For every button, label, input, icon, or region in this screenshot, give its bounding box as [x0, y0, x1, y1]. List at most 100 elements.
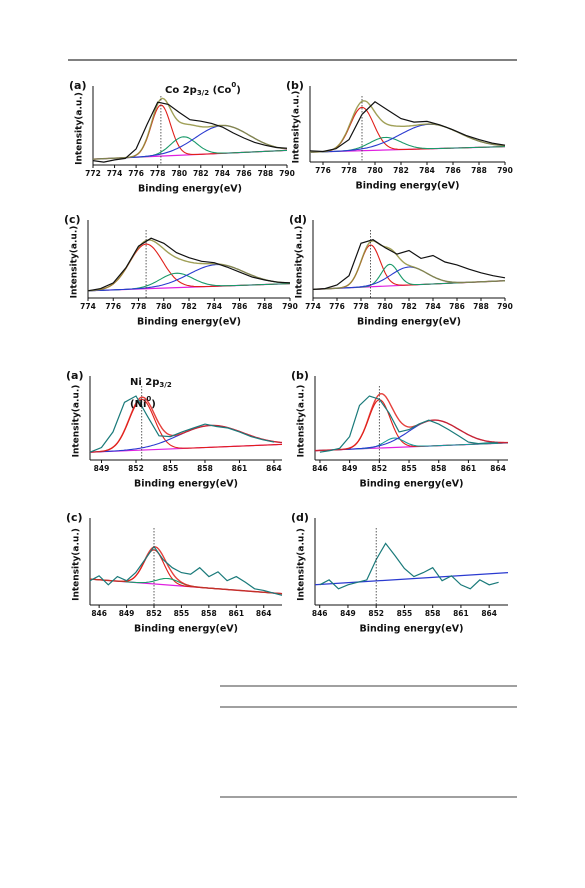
- x-tick-label: 778: [341, 166, 357, 175]
- annotation-part: ): [151, 399, 156, 410]
- annotation-part: Ni 2p: [130, 377, 159, 388]
- x-axis-label: Binding energy(eV): [134, 479, 238, 490]
- x-axis-label: Binding energy(eV): [356, 181, 460, 192]
- x-tick-label: 784: [425, 302, 441, 311]
- x-tick-label: 780: [156, 302, 172, 311]
- x-tick-label: 780: [367, 166, 383, 175]
- spectrum-line: [309, 101, 506, 153]
- x-tick-label: 861: [453, 609, 469, 618]
- x-tick-label: 776: [329, 302, 345, 311]
- x-tick-label: 861: [461, 464, 477, 473]
- x-tick-label: 790: [497, 166, 513, 175]
- x-tick-label: 788: [471, 166, 487, 175]
- x-tick-label: 786: [232, 302, 248, 311]
- panel-label: (d): [289, 213, 307, 226]
- x-tick-label: 858: [431, 464, 447, 473]
- x-axis-label: Binding energy(eV): [357, 317, 461, 328]
- x-tick-label: 788: [258, 169, 274, 178]
- annotation-part: 3/2: [159, 381, 171, 389]
- annotation-part: (Co: [209, 85, 231, 96]
- x-tick-label: 855: [163, 464, 179, 473]
- spectrum-line: [319, 395, 499, 453]
- x-tick-label: 782: [393, 166, 409, 175]
- x-tick-label: 786: [236, 169, 252, 178]
- panel-label: (a): [69, 79, 86, 92]
- spectrum-line: [92, 101, 288, 163]
- y-axis-label: Intensity(a.u.): [292, 91, 302, 164]
- annotation-part: (Ni: [130, 399, 146, 410]
- y-axis-label: Intensity(a.u.): [75, 92, 85, 165]
- x-tick-label: 782: [193, 169, 209, 178]
- x-tick-label: 774: [107, 169, 123, 178]
- fit-envelope: [312, 240, 506, 291]
- x-tick-label: 782: [401, 302, 417, 311]
- x-tick-label: 778: [131, 302, 147, 311]
- x-tick-label: 774: [80, 302, 96, 311]
- x-tick-label: 790: [497, 302, 513, 311]
- x-tick-label: 849: [119, 609, 135, 618]
- x-axis-label: Binding energy(eV): [134, 624, 238, 635]
- spectrum-line: [89, 545, 283, 596]
- annotation: Ni 2p3/2: [130, 377, 172, 389]
- x-tick-label: 786: [445, 166, 461, 175]
- annotation-part: ): [236, 85, 241, 96]
- y-axis-label: Intensity(a.u.): [295, 226, 305, 299]
- spectrum-line: [319, 542, 499, 590]
- fit-envelope: [87, 239, 290, 292]
- panel-label: (c): [64, 213, 81, 226]
- spectrum-line: [87, 237, 291, 292]
- fit-envelope: [89, 546, 283, 595]
- x-tick-label: 849: [94, 464, 110, 473]
- x-tick-label: 780: [171, 169, 187, 178]
- x-axis-label: Binding energy(eV): [138, 184, 242, 195]
- x-tick-label: 846: [91, 609, 107, 618]
- panel-label: (c): [66, 511, 83, 524]
- x-tick-label: 790: [282, 302, 298, 311]
- x-tick-label: 858: [425, 609, 441, 618]
- x-tick-label: 852: [372, 464, 388, 473]
- x-tick-label: 774: [305, 302, 321, 311]
- x-axis-label: Binding energy(eV): [360, 624, 464, 635]
- panel-label: (b): [286, 79, 304, 92]
- x-tick-label: 782: [181, 302, 197, 311]
- y-axis-label: Intensity(a.u.): [297, 385, 307, 458]
- x-tick-label: 778: [150, 169, 166, 178]
- x-tick-label: 784: [206, 302, 222, 311]
- x-tick-label: 855: [401, 464, 417, 473]
- x-tick-label: 858: [201, 609, 217, 618]
- x-tick-label: 864: [490, 464, 506, 473]
- x-axis-label: Binding energy(eV): [137, 317, 241, 328]
- x-tick-label: 776: [105, 302, 121, 311]
- x-tick-label: 855: [397, 609, 413, 618]
- spectrum-line: [312, 239, 506, 290]
- annotation-part: 0: [231, 81, 236, 89]
- annotation: Co 2p3/2 (Co0): [165, 81, 241, 97]
- x-tick-label: 852: [128, 464, 144, 473]
- fit-envelope: [89, 396, 283, 453]
- annotation: (Ni0): [130, 395, 156, 410]
- annotation-part: 0: [146, 395, 151, 403]
- panel-label: (b): [291, 369, 309, 382]
- y-axis-label: Intensity(a.u.): [70, 226, 80, 299]
- x-tick-label: 849: [340, 609, 356, 618]
- panel-label: (d): [291, 511, 309, 524]
- x-tick-label: 858: [197, 464, 213, 473]
- x-tick-label: 784: [419, 166, 435, 175]
- fit-envelope: [315, 392, 508, 452]
- x-tick-label: 846: [312, 464, 328, 473]
- y-axis-label: Intensity(a.u.): [72, 528, 82, 601]
- x-tick-label: 776: [128, 169, 144, 178]
- x-tick-label: 788: [473, 302, 489, 311]
- x-tick-label: 776: [315, 166, 331, 175]
- x-tick-label: 852: [146, 609, 162, 618]
- x-tick-label: 786: [449, 302, 465, 311]
- y-axis-label: Intensity(a.u.): [297, 528, 307, 601]
- x-axis-label: Binding energy(eV): [360, 479, 464, 490]
- x-tick-label: 855: [174, 609, 190, 618]
- panel-label: (a): [66, 369, 83, 382]
- x-tick-label: 778: [353, 302, 369, 311]
- x-tick-label: 772: [85, 169, 101, 178]
- x-tick-label: 861: [228, 609, 244, 618]
- x-tick-label: 861: [232, 464, 248, 473]
